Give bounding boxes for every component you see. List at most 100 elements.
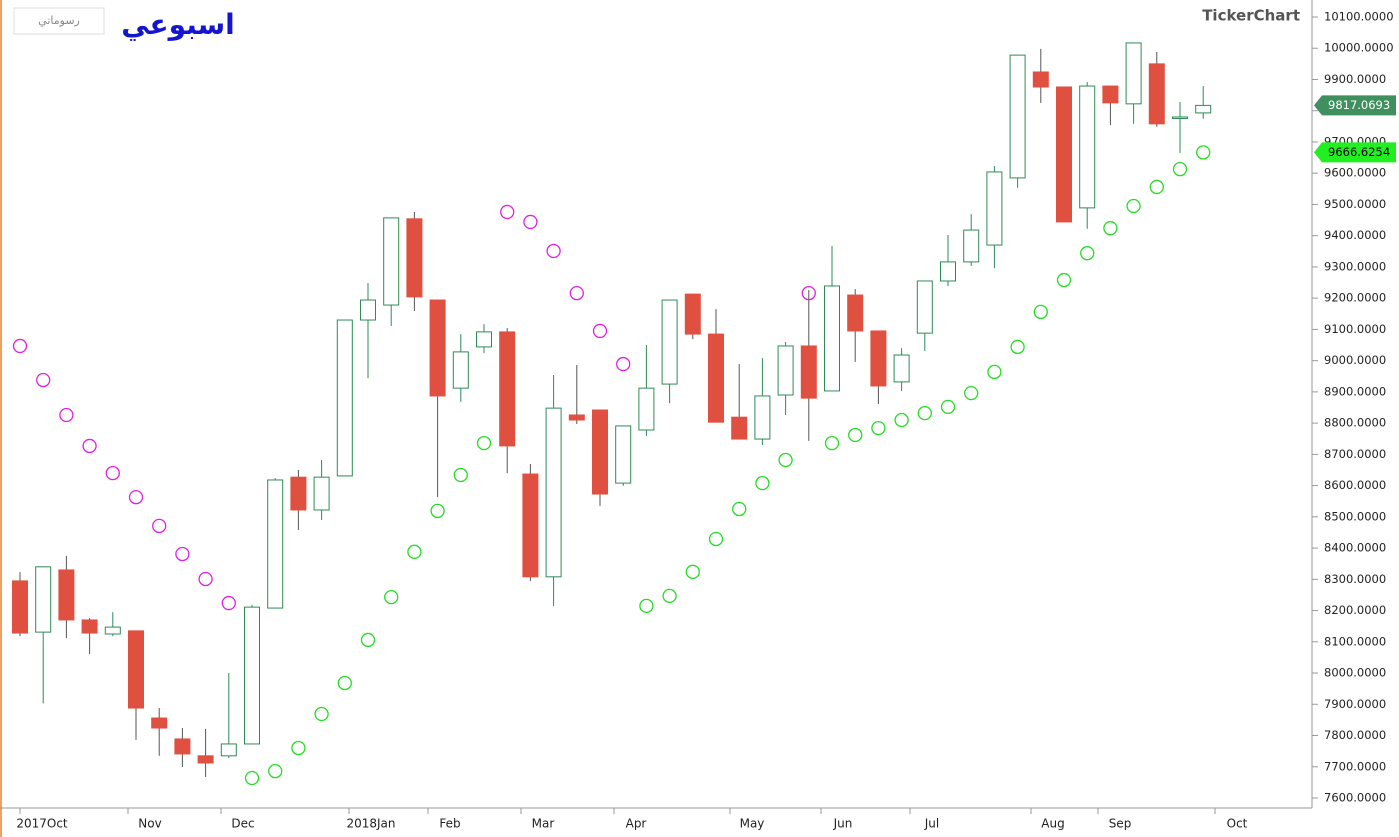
sar-dot — [569, 286, 584, 301]
y-tick-label: 8300.0000 — [1324, 572, 1386, 586]
sar-dot — [639, 598, 654, 614]
sar-dot — [175, 546, 190, 562]
drawings-button[interactable] — [13, 7, 105, 35]
sar-dot — [1149, 179, 1164, 195]
candle-body — [360, 299, 376, 321]
sar-dot — [848, 427, 863, 443]
sar-dot — [546, 243, 561, 259]
candle-body — [383, 217, 400, 306]
candle-body — [754, 395, 771, 440]
sar-dot — [964, 385, 979, 401]
sar-dot — [917, 405, 932, 421]
candle-body — [267, 479, 284, 609]
y-tick-label: 8100.0000 — [1324, 634, 1386, 648]
sar-dot — [1103, 221, 1118, 236]
price-tag — [1314, 95, 1396, 116]
sar-dot — [407, 544, 422, 559]
y-tick-label: 8900.0000 — [1324, 384, 1386, 398]
x-tick-label: Jun — [833, 817, 853, 831]
x-tick-label: 2017Oct — [16, 817, 68, 831]
candle-body — [104, 626, 121, 635]
sar-dot — [1033, 304, 1048, 320]
candle-body — [800, 345, 817, 399]
y-tick-label: 8200.0000 — [1324, 603, 1386, 617]
sar-dot — [778, 452, 793, 468]
candle-body — [1032, 71, 1049, 88]
sar-dot — [1126, 198, 1141, 214]
candle-body — [522, 473, 539, 578]
candle-body — [128, 630, 144, 709]
candle-body — [174, 738, 191, 755]
sar-dot — [291, 740, 306, 756]
drawings-button-label[interactable]: رسوماتي — [38, 14, 80, 27]
candle-body — [940, 261, 956, 282]
candle-body — [986, 171, 1003, 246]
sar-dot — [476, 435, 492, 451]
candle-body — [824, 285, 840, 392]
candle-body — [244, 606, 260, 745]
sar-dot — [1080, 246, 1095, 261]
sar-dot — [523, 214, 538, 230]
sar-dot — [755, 475, 770, 491]
candle-body — [568, 414, 585, 421]
candle-body — [893, 354, 910, 383]
y-tick-label: 7800.0000 — [1324, 728, 1386, 742]
y-tick-label: 9100.0000 — [1324, 322, 1386, 336]
candle-body — [592, 409, 608, 495]
sar-dot — [59, 407, 74, 423]
sar-dot — [198, 571, 213, 587]
y-tick-label: 8600.0000 — [1324, 478, 1386, 492]
watermark: TickerChart — [1202, 7, 1300, 25]
sar-dot — [337, 675, 352, 691]
candle-body — [545, 407, 562, 578]
candle-body — [916, 280, 933, 334]
sar-dot — [1056, 272, 1072, 288]
candle-body — [963, 229, 980, 263]
sar-dot — [314, 706, 329, 722]
sar-dot — [82, 438, 97, 454]
candle-body — [406, 218, 423, 298]
candle-body — [197, 755, 214, 764]
x-tick-label: Nov — [138, 817, 161, 831]
y-tick-label: 9600.0000 — [1324, 166, 1386, 180]
sar-dot — [685, 564, 700, 579]
y-tick-label: 7600.0000 — [1324, 791, 1386, 805]
y-tick-label: 9300.0000 — [1324, 259, 1386, 273]
candle-body — [847, 294, 864, 332]
sar-dot — [732, 501, 747, 517]
y-tick-label: 8000.0000 — [1324, 666, 1386, 680]
sar-dot — [128, 490, 144, 505]
candle-body — [452, 351, 469, 389]
candle-body — [638, 387, 655, 431]
sar-dot — [268, 763, 283, 779]
sar-dot — [592, 323, 608, 339]
y-tick-label: 7700.0000 — [1324, 759, 1386, 773]
candle-body — [1079, 85, 1096, 209]
sar-dot — [12, 338, 28, 354]
candle-body — [708, 333, 724, 423]
sar-dot — [824, 435, 840, 451]
price-tag — [1314, 142, 1396, 163]
x-tick-label: Feb — [439, 817, 460, 831]
candle-body — [731, 416, 748, 440]
sar-dot — [616, 356, 631, 372]
candle-body — [661, 299, 678, 385]
candle-body — [58, 569, 75, 621]
candle-body — [499, 331, 516, 447]
sar-dot — [360, 632, 376, 648]
x-tick-label: Mar — [532, 817, 555, 831]
sar-dot — [1172, 161, 1188, 177]
y-tick-label: 9500.0000 — [1324, 197, 1386, 211]
candle-body — [476, 331, 492, 348]
x-tick-label: 2018Jan — [346, 817, 395, 831]
candle-body — [81, 619, 98, 634]
candle-body — [870, 330, 887, 387]
sar-dot — [1196, 145, 1211, 160]
y-tick-label: 9000.0000 — [1324, 353, 1386, 367]
candle-body — [777, 345, 794, 396]
candle-body — [1148, 63, 1165, 125]
x-tick-label: May — [740, 817, 765, 831]
sar-dot — [801, 286, 816, 301]
